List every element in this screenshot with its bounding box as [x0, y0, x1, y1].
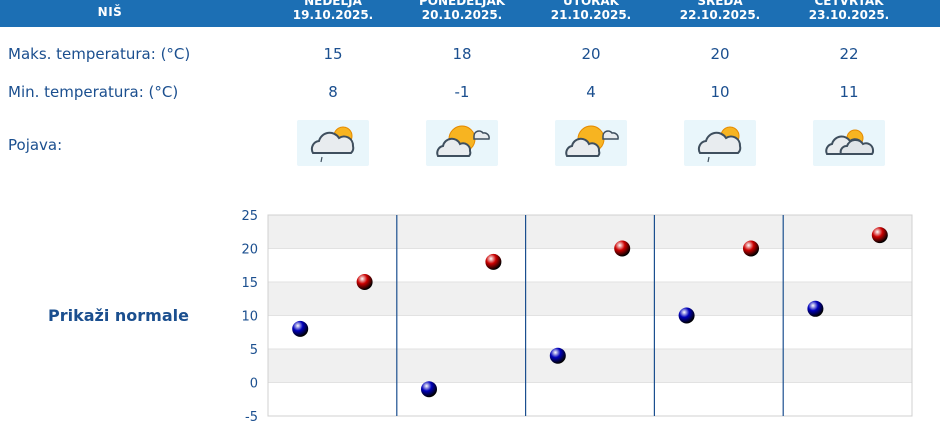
- min-temp-point[interactable]: [807, 300, 824, 317]
- sun-cloud-icon: [555, 120, 627, 166]
- day-name: NEDELJA: [304, 0, 362, 8]
- min-temp-point[interactable]: [678, 307, 695, 324]
- day-date: 22.10.2025.: [679, 8, 761, 22]
- phenomena-label: Pojava:: [8, 136, 63, 154]
- max-temp-value: 20: [581, 45, 601, 63]
- day-header-2: PONEDELJAK 20.10.2025.: [397, 0, 527, 22]
- max-temp-point[interactable]: [871, 227, 888, 244]
- y-tick-label: -5: [245, 410, 258, 425]
- max-temp-point[interactable]: [614, 240, 631, 257]
- y-tick-label: 0: [250, 377, 258, 392]
- day-header-5: ČETVRTAK 23.10.2025.: [784, 0, 914, 22]
- min-temp-value: 11: [839, 83, 859, 101]
- grid-band: [268, 248, 912, 282]
- min-temp-value: 4: [586, 83, 596, 101]
- grid-band: [268, 215, 912, 249]
- y-tick-label: 15: [241, 276, 258, 291]
- day-name: PONEDELJAK: [418, 0, 506, 8]
- day-name: ČETVRTAK: [814, 0, 884, 8]
- min-temp-point[interactable]: [292, 320, 309, 337]
- day-header-1: NEDELJA 19.10.2025.: [268, 0, 398, 22]
- max-temp-value: 15: [323, 45, 343, 63]
- max-temp-value: 20: [710, 45, 730, 63]
- min-temp-point[interactable]: [549, 347, 566, 364]
- sun-cloud-icon: [426, 120, 498, 166]
- max-temp-point[interactable]: [743, 240, 759, 257]
- day-date: 20.10.2025.: [421, 8, 503, 22]
- max-temp-point[interactable]: [485, 253, 502, 270]
- day-header-3: UTORAK 21.10.2025.: [526, 0, 656, 22]
- day-date: 21.10.2025.: [550, 8, 632, 22]
- cloudy-sun-icon: [813, 120, 885, 166]
- min-temp-value: -1: [454, 83, 470, 101]
- min-temp-label: Min. temperatura: (°C): [8, 83, 179, 101]
- min-temp-point[interactable]: [421, 381, 437, 398]
- city-name: NIŠ: [97, 5, 123, 19]
- day-date: 19.10.2025.: [292, 8, 374, 22]
- grid-band: [268, 382, 912, 416]
- min-temp-value: 10: [710, 83, 730, 101]
- max-temp-value: 18: [452, 45, 472, 63]
- day-header-4: SREDA 22.10.2025.: [655, 0, 785, 22]
- day-name: UTORAK: [563, 0, 619, 8]
- y-tick-label: 20: [241, 243, 258, 258]
- plot-frame: [267, 214, 913, 417]
- y-tick-label: 5: [250, 343, 258, 358]
- forecast-header: NIŠ NEDELJA 19.10.2025. PONEDELJAK 20.10…: [0, 0, 940, 27]
- y-tick-label: 25: [241, 209, 258, 224]
- grid-band: [268, 282, 912, 316]
- grid-band: [268, 349, 912, 383]
- max-temp-value: 22: [839, 45, 859, 63]
- day-name: SREDA: [697, 0, 743, 8]
- show-normals-link[interactable]: Prikaži normale: [48, 306, 189, 325]
- y-tick-label: 10: [241, 310, 258, 325]
- grid-band: [268, 315, 912, 349]
- partly-cloudy-drizzle-icon: [684, 120, 756, 166]
- max-temp-label: Maks. temperatura: (°C): [8, 45, 191, 63]
- max-temp-point[interactable]: [356, 274, 373, 290]
- day-date: 23.10.2025.: [808, 8, 890, 22]
- partly-cloudy-drizzle-icon: [297, 120, 369, 166]
- min-temp-value: 8: [328, 83, 338, 101]
